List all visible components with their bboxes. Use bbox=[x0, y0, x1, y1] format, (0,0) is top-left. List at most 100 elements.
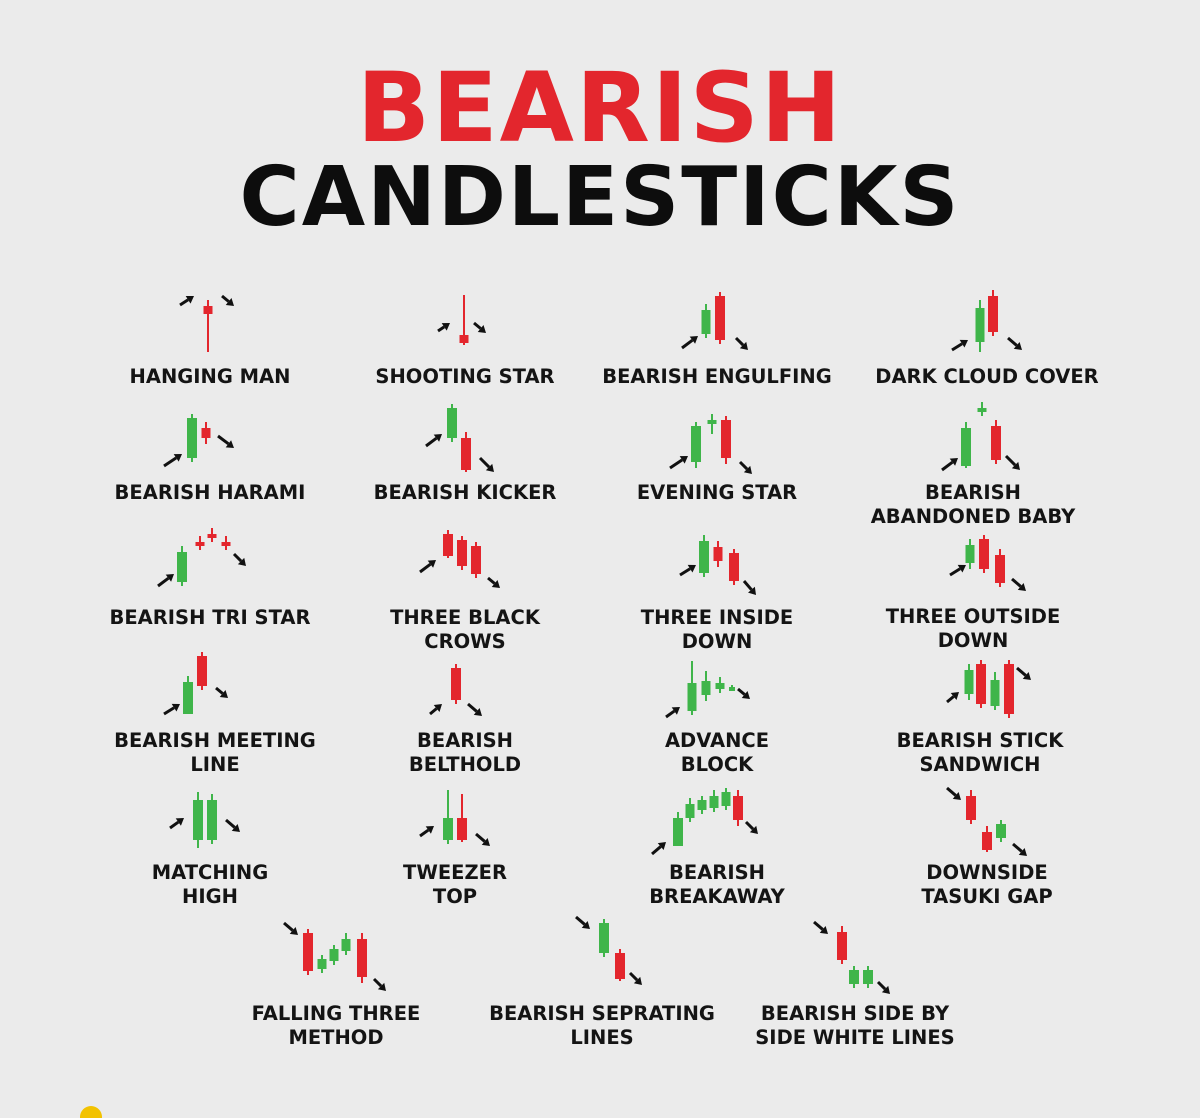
bullish-candle bbox=[961, 422, 971, 468]
trend-up-arrow-icon bbox=[437, 323, 450, 333]
label-line: BEARISH TRI STAR bbox=[109, 606, 311, 629]
dark-cloud-cover-candlestick-icon bbox=[951, 290, 1022, 352]
label-line: TWEEZER bbox=[403, 861, 507, 884]
bearish-candle bbox=[976, 660, 986, 708]
bearish-harami-label: BEARISH HARAMI bbox=[70, 481, 350, 505]
bullish-candle bbox=[341, 933, 351, 955]
bearish-candle bbox=[195, 536, 205, 550]
hanging-man-candlestick-icon bbox=[179, 294, 234, 352]
trend-down-arrow-icon bbox=[1012, 842, 1027, 856]
trend-down-arrow-icon bbox=[744, 820, 758, 834]
title-candlesticks: CANDLESTICKS bbox=[239, 150, 961, 245]
trend-up-arrow-icon bbox=[946, 786, 961, 800]
bullish-candle bbox=[193, 792, 203, 848]
bearish-candle bbox=[471, 542, 481, 578]
bearish-side-by-side-white-lines-label: BEARISH SIDE BY SIDE WHITE LINES bbox=[715, 1002, 995, 1050]
bearish-candle bbox=[451, 664, 461, 704]
label-line: BEARISH SIDE BY bbox=[760, 1002, 950, 1025]
label-line: BEARISH bbox=[417, 729, 513, 752]
label-line: SANDWICH bbox=[919, 753, 1041, 776]
bearish-breakaway-candlestick-icon bbox=[651, 788, 758, 856]
label-line: BEARISH bbox=[669, 861, 765, 884]
trend-up-arrow-icon bbox=[949, 564, 966, 577]
tweezer-top-candlestick-icon bbox=[419, 790, 490, 846]
trend-up-arrow-icon bbox=[679, 564, 696, 577]
bearish-candle bbox=[303, 929, 313, 975]
bearish-candle bbox=[203, 300, 213, 352]
label-line: ABANDONED BABY bbox=[870, 505, 1076, 528]
three-inside-down-candlestick-icon bbox=[679, 535, 756, 595]
bearish-candle bbox=[729, 549, 739, 585]
trend-down-arrow-icon bbox=[475, 832, 490, 846]
trend-down-arrow-icon bbox=[1011, 577, 1026, 591]
trend-up-arrow-icon bbox=[283, 921, 298, 935]
bearish-candle bbox=[715, 292, 725, 344]
downside-tasuki-gap-candlestick-icon bbox=[946, 786, 1027, 856]
bearish-stick-sandwich-label: BEARISH STICK SANDWICH bbox=[840, 729, 1120, 777]
bearish-candle bbox=[995, 549, 1005, 587]
matching-high-candlestick-icon bbox=[169, 792, 240, 848]
bearish-candle bbox=[197, 652, 207, 690]
dark-cloud-cover-label: DARK CLOUD COVER bbox=[847, 365, 1127, 389]
bullish-candle bbox=[964, 664, 974, 700]
bearish-candle bbox=[357, 933, 367, 983]
label-line: BEARISH bbox=[925, 481, 1021, 504]
trend-down-arrow-icon bbox=[1016, 666, 1031, 680]
bearish-candle bbox=[1004, 660, 1014, 718]
label-line: MATCHING bbox=[151, 861, 269, 884]
trend-up-arrow-icon bbox=[669, 456, 688, 470]
bearish-engulfing-label: BEARISH ENGULFING bbox=[577, 365, 857, 389]
advance-block-label: ADVANCE BLOCK bbox=[577, 729, 857, 777]
trend-down-arrow-icon bbox=[487, 576, 500, 588]
shooting-star-label: SHOOTING STAR bbox=[325, 365, 605, 389]
three-outside-down-candlestick-icon bbox=[949, 535, 1026, 591]
label-line: THREE BLACK bbox=[390, 606, 540, 629]
trend-down-arrow-icon bbox=[876, 980, 890, 994]
label-line: HANGING MAN bbox=[129, 365, 291, 388]
bearish-candle bbox=[615, 949, 625, 981]
bullish-candle bbox=[207, 794, 217, 844]
trend-up-arrow-icon bbox=[575, 915, 590, 929]
evening-star-label: EVENING STAR bbox=[577, 481, 857, 505]
label-line: BEARISH MEETING bbox=[114, 729, 316, 752]
three-outside-down-label: THREE OUTSIDE DOWN bbox=[833, 605, 1113, 653]
bearish-kicker-candlestick-icon bbox=[425, 404, 494, 472]
bullish-candle bbox=[685, 798, 695, 822]
label-line: TOP bbox=[432, 885, 478, 908]
label-line: BREAKAWAY bbox=[649, 885, 785, 908]
evening-star-candlestick-icon bbox=[669, 414, 752, 474]
bullish-candle bbox=[849, 966, 859, 988]
bearish-kicker-label: BEARISH KICKER bbox=[325, 481, 605, 505]
bullish-candle bbox=[599, 919, 609, 957]
bullish-candle bbox=[183, 676, 193, 714]
bearish-side-by-side-white-lines-candlestick-icon bbox=[813, 920, 890, 994]
bullish-candle bbox=[687, 661, 697, 715]
bullish-candle bbox=[187, 414, 197, 462]
trend-down-arrow-icon bbox=[217, 434, 234, 448]
trend-up-arrow-icon bbox=[419, 826, 434, 838]
label-line: FALLING THREE bbox=[251, 1002, 421, 1025]
trend-down-arrow-icon bbox=[737, 687, 750, 699]
trend-down-arrow-icon bbox=[232, 552, 246, 566]
bullish-candle bbox=[317, 955, 327, 973]
bullish-candle bbox=[697, 796, 707, 814]
shooting-star-candlestick-icon bbox=[437, 295, 486, 345]
trend-down-arrow-icon bbox=[1004, 454, 1020, 470]
trend-up-arrow-icon bbox=[157, 574, 174, 588]
trend-up-arrow-icon bbox=[163, 454, 182, 468]
bullish-candle bbox=[443, 790, 453, 844]
bearish-candle bbox=[457, 794, 467, 842]
trend-up-arrow-icon bbox=[651, 842, 666, 856]
bearish-belthold-candlestick-icon bbox=[429, 664, 482, 716]
trend-up-arrow-icon bbox=[665, 707, 680, 719]
trend-up-arrow-icon bbox=[169, 818, 184, 830]
matching-high-label: MATCHING HIGH bbox=[70, 861, 350, 909]
label-line: HIGH bbox=[182, 885, 238, 908]
label-line: BEARISH ENGULFING bbox=[602, 365, 832, 388]
bearish-belthold-label: BEARISH BELTHOLD bbox=[325, 729, 605, 777]
trend-down-arrow-icon bbox=[473, 321, 486, 333]
falling-three-method-candlestick-icon bbox=[283, 921, 386, 991]
trend-up-arrow-icon bbox=[946, 692, 959, 704]
trend-up-arrow-icon bbox=[941, 458, 958, 472]
label-line: BEARISH SEPRATING bbox=[489, 1002, 715, 1025]
